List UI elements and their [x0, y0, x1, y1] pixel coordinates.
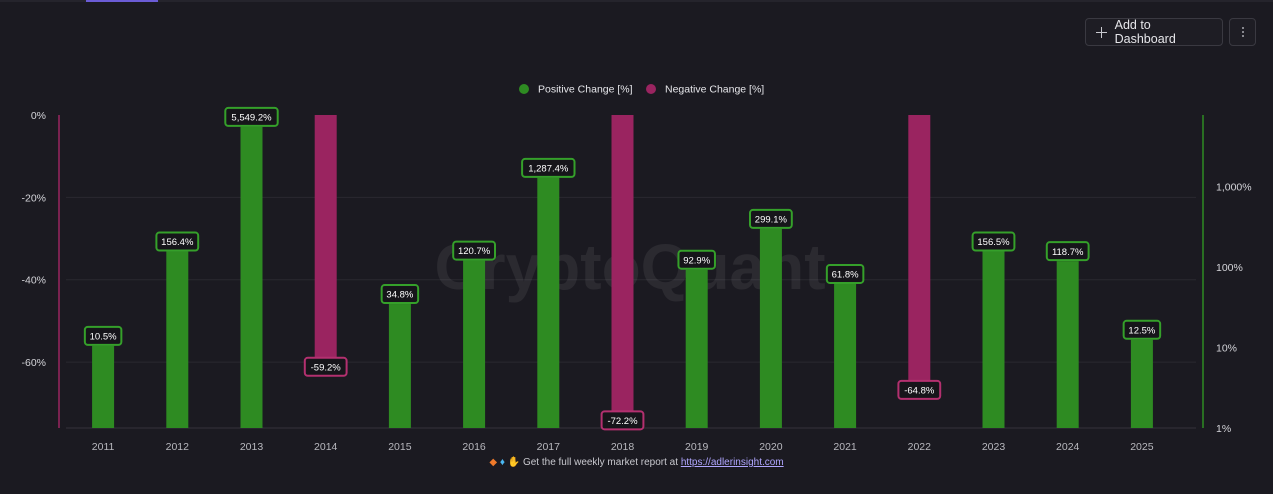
more-options-button[interactable] [1229, 18, 1256, 46]
x-tick-label: 2025 [1130, 441, 1154, 453]
positive-data-label-box [971, 231, 1016, 252]
positive-data-label-box [677, 249, 716, 270]
raised-hands-icon: ✋ [507, 457, 521, 468]
positive-data-label-box [1122, 319, 1162, 340]
positive-data-label: 5,549.2% [231, 112, 272, 123]
left-tick-label: -20% [21, 192, 46, 204]
plus-icon [1096, 26, 1107, 38]
positive-data-label: 118.7% [1052, 247, 1084, 258]
footer-text: Get the full weekly market report at [522, 457, 679, 468]
positive-bar [463, 260, 486, 428]
kebab-icon [1241, 27, 1244, 37]
x-tick-label: 2024 [1056, 441, 1080, 453]
positive-data-label-box [825, 263, 865, 284]
positive-data-label: 12.5% [1128, 325, 1155, 336]
positive-bar [834, 283, 857, 428]
negative-data-label-box [600, 410, 645, 431]
positive-data-label: 156.4% [161, 237, 194, 248]
gem-icon: ♦ [499, 457, 505, 468]
positive-bar [537, 177, 560, 428]
negative-bar [908, 115, 931, 382]
x-tick-label: 2017 [537, 441, 561, 453]
x-tick-label: 2014 [314, 441, 338, 453]
positive-data-label-box [1045, 241, 1090, 262]
add-to-dashboard-label: Add to Dashboard [1114, 18, 1176, 46]
positive-bar [92, 345, 115, 428]
right-tick-label: 100% [1216, 262, 1243, 274]
positive-data-label: 120.7% [458, 246, 491, 257]
positive-data-label: 1,287.4% [528, 164, 569, 175]
right-tick-label: 1,000% [1216, 182, 1252, 194]
footer: ◆ ♦ ✋ Get the full weekly market report … [0, 457, 1273, 468]
legend-negative-marker [646, 84, 656, 94]
positive-data-label: 10.5% [90, 331, 117, 342]
positive-data-label: 156.5% [977, 237, 1010, 248]
negative-data-label: -64.8% [904, 385, 935, 396]
positive-bar [759, 228, 782, 428]
positive-bar [685, 269, 708, 428]
left-tick-label: -40% [21, 275, 46, 287]
x-tick-label: 2012 [166, 441, 190, 453]
positive-data-label-box [155, 231, 200, 252]
positive-data-label-box [224, 106, 279, 127]
x-tick-label: 2018 [611, 441, 635, 453]
negative-data-label: -72.2% [607, 416, 638, 427]
positive-bar [240, 126, 263, 428]
right-tick-label: 10% [1216, 343, 1237, 355]
x-tick-label: 2019 [685, 441, 709, 453]
positive-data-label-box [380, 284, 420, 305]
add-to-dashboard-button[interactable]: Add to Dashboard [1085, 18, 1223, 46]
legend-negative-label: Negative Change [%] [665, 84, 764, 96]
legend-positive-label: Positive Change [%] [538, 84, 633, 96]
x-tick-label: 2011 [92, 441, 115, 453]
x-tick-label: 2021 [833, 441, 857, 453]
legend-positive-marker [519, 84, 529, 94]
x-tick-label: 2023 [982, 441, 1006, 453]
x-tick-label: 2020 [759, 441, 783, 453]
positive-bar [982, 251, 1005, 428]
positive-data-label-box [521, 157, 576, 178]
negative-data-label: -59.2% [311, 362, 342, 373]
negative-bar [314, 115, 337, 359]
positive-data-label: 61.8% [832, 270, 859, 281]
left-tick-label: -60% [21, 357, 46, 369]
positive-bar [166, 251, 189, 428]
top-strip [0, 0, 1273, 2]
positive-data-label: 92.9% [683, 255, 710, 266]
positive-data-label: 34.8% [386, 290, 413, 301]
positive-data-label: 299.1% [755, 214, 788, 225]
diamond-icon: ◆ [489, 457, 498, 468]
x-tick-label: 2022 [908, 441, 932, 453]
active-tab-indicator [86, 0, 158, 2]
positive-bar [1056, 261, 1079, 428]
footer-link[interactable]: https://adlerinsight.com [680, 457, 784, 468]
x-tick-label: 2015 [388, 441, 412, 453]
positive-data-label-box [83, 325, 123, 346]
positive-data-label-box [749, 208, 793, 229]
positive-data-label-box [452, 240, 497, 261]
negative-data-label-box [303, 356, 348, 377]
right-tick-label: 1% [1216, 423, 1231, 435]
x-tick-label: 2013 [240, 441, 264, 453]
negative-data-label-box [897, 379, 942, 400]
left-tick-label: 0% [31, 110, 46, 122]
positive-bar [1130, 339, 1153, 428]
x-tick-label: 2016 [462, 441, 486, 453]
negative-bar [611, 115, 634, 413]
positive-bar [388, 304, 411, 428]
